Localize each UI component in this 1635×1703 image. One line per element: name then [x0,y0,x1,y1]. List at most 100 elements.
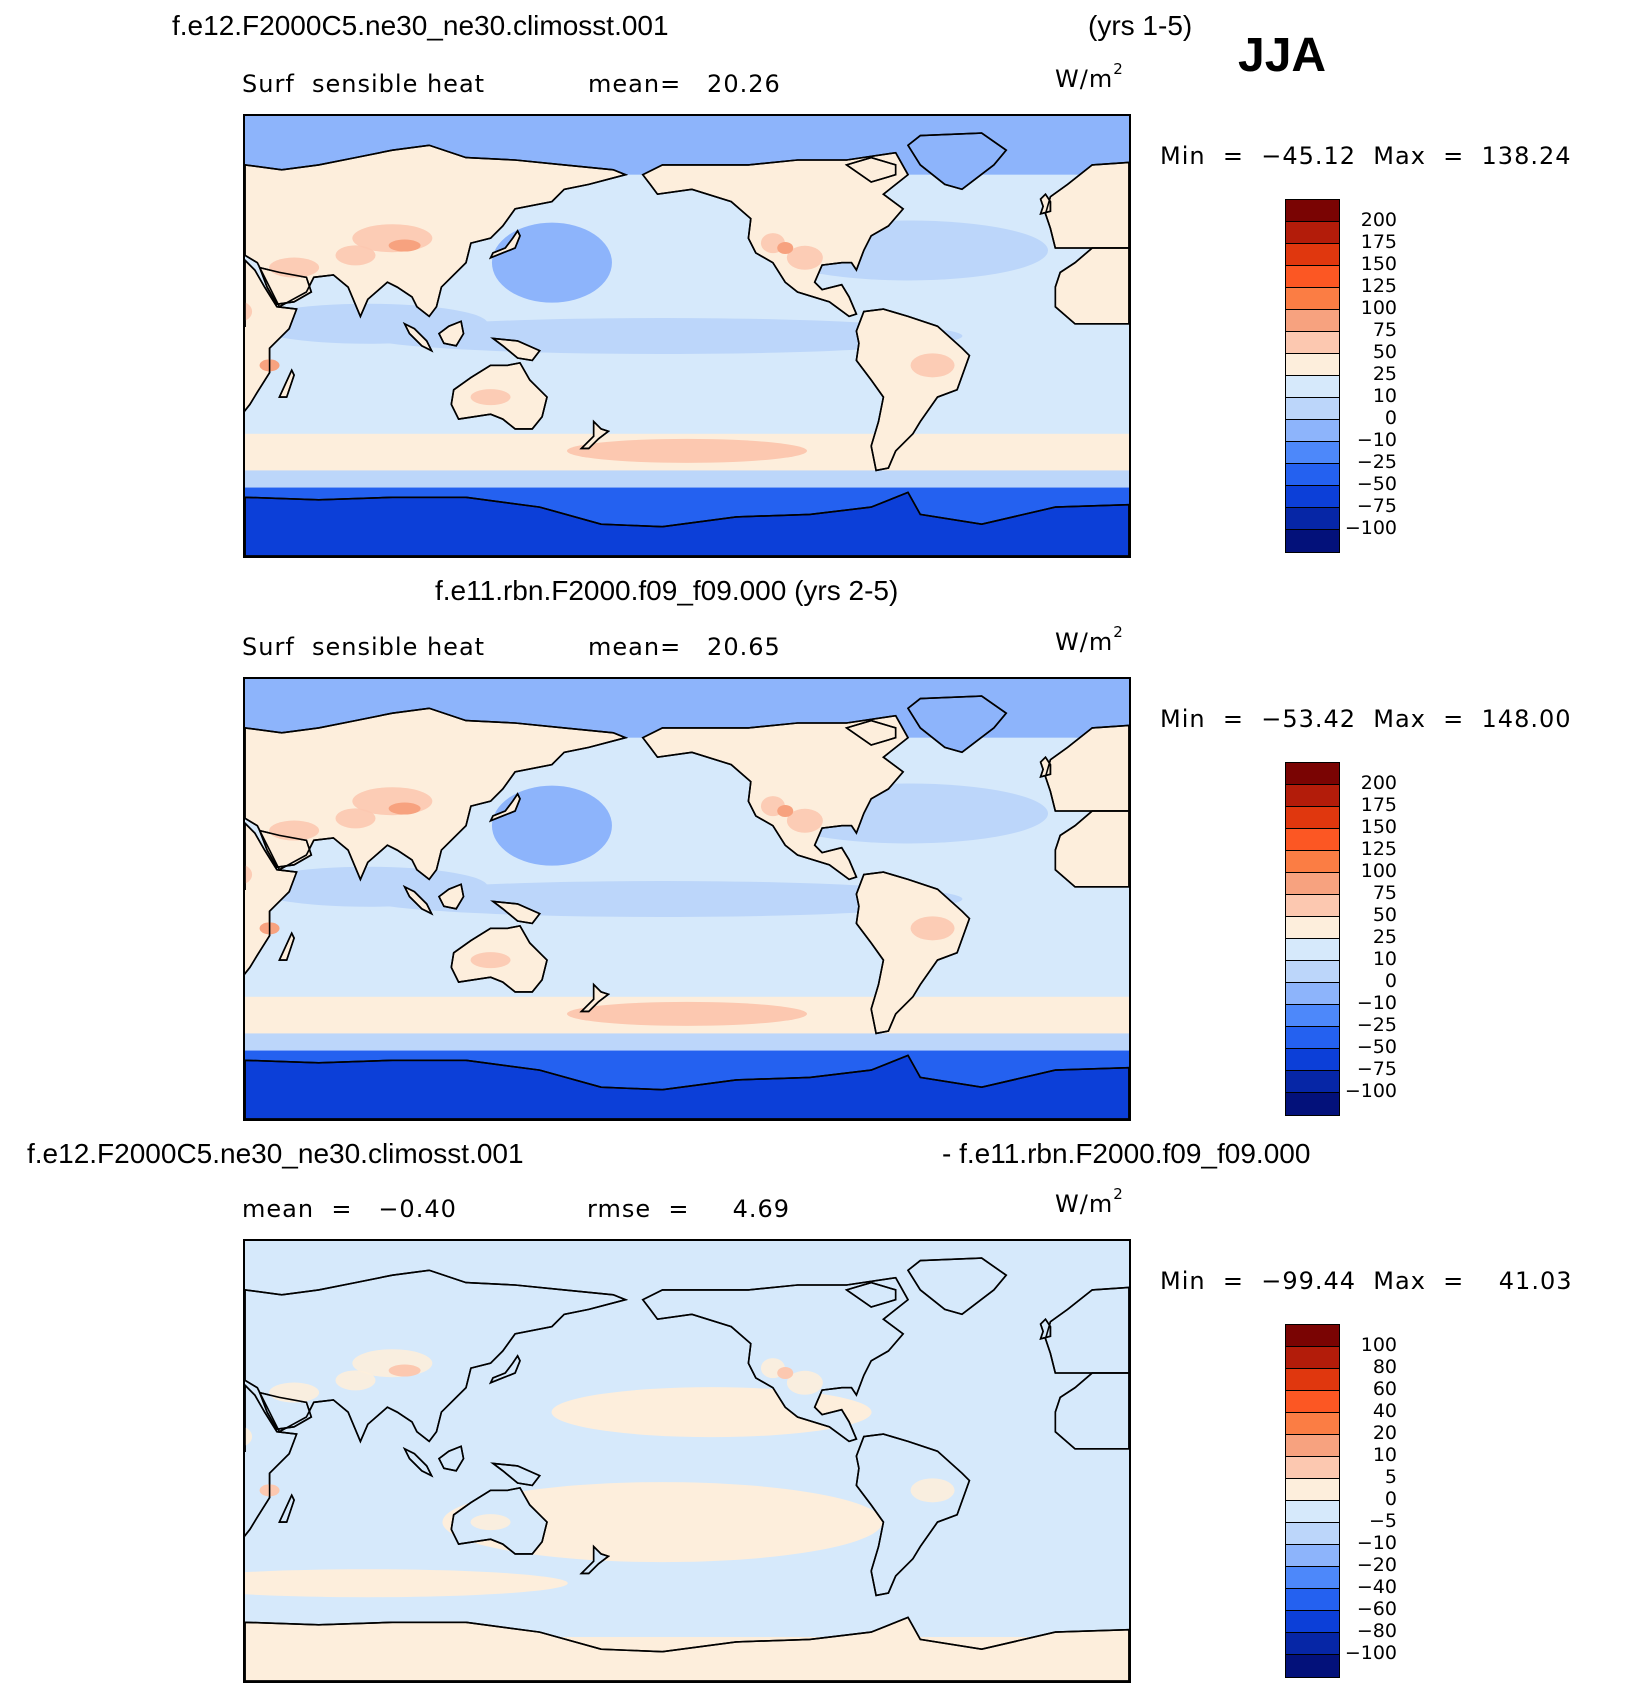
colorbar-level-label: −75 [1356,495,1397,517]
colorbar-swatch [1286,873,1339,895]
panel3-colorbar [1285,1324,1340,1678]
colorbar-swatch [1286,1589,1339,1611]
colorbar-swatch [1286,1325,1339,1347]
colorbar-swatch [1286,1479,1339,1501]
colorbar-level-label: 100 [1360,860,1397,882]
colorbar-level-label: 100 [1360,1334,1397,1356]
colorbar-swatch [1286,310,1339,332]
colorbar-level-label: −100 [1344,1080,1397,1102]
panel1-variable: Surf sensible heat [242,70,486,98]
colorbar-level-label: 25 [1372,363,1397,385]
panel3-rmse: rmse = 4.69 [587,1195,791,1223]
panel3-case-a: f.e12.F2000C5.ne30_ne30.climosst.001 [27,1138,524,1169]
panel2-case-name: f.e11.rbn.F2000.f09_f09.000 (yrs 2-5) [435,575,899,606]
panel3-mean: mean = −0.40 [242,1195,457,1223]
colorbar-level-label: 40 [1372,1400,1397,1422]
colorbar-level-label: 150 [1360,253,1397,275]
colorbar-swatch [1286,398,1339,420]
colorbar-level-label: 0 [1384,1488,1397,1510]
colorbar-swatch [1286,1027,1339,1049]
colorbar-level-label: −5 [1368,1510,1397,1532]
colorbar-swatch [1286,1633,1339,1655]
colorbar-level-label: 100 [1360,297,1397,319]
colorbar-swatch [1286,1071,1339,1093]
colorbar-swatch [1286,1391,1339,1413]
panel3-map [243,1239,1131,1683]
colorbar-level-label: −10 [1356,429,1397,451]
colorbar-level-label: 150 [1360,816,1397,838]
colorbar-swatch [1286,851,1339,873]
colorbar-level-label: −50 [1356,473,1397,495]
colorbar-swatch [1286,1457,1339,1479]
colorbar-swatch [1286,376,1339,398]
colorbar-swatch [1286,939,1339,961]
colorbar-level-label: −10 [1356,1532,1397,1554]
colorbar-level-label: −100 [1344,1642,1397,1664]
colorbar-swatch [1286,266,1339,288]
panel2-units: W/m2 [1055,623,1124,656]
colorbar-level-label: 0 [1384,970,1397,992]
colorbar-level-label: 20 [1372,1422,1397,1444]
colorbar-swatch [1286,807,1339,829]
colorbar-swatch [1286,1369,1339,1391]
colorbar-swatch [1286,420,1339,442]
colorbar-swatch [1286,983,1339,1005]
colorbar-level-label: 25 [1372,926,1397,948]
colorbar-swatch [1286,1611,1339,1633]
colorbar-swatch [1286,1523,1339,1545]
colorbar-level-label: 175 [1360,231,1397,253]
colorbar-swatch [1286,1413,1339,1435]
panel1-minmax: Min = −45.12 Max = 138.24 [1160,142,1572,170]
colorbar-level-label: 10 [1372,1444,1397,1466]
colorbar-swatch [1286,1567,1339,1589]
colorbar-level-label: 75 [1372,319,1397,341]
colorbar-swatch [1286,1093,1339,1115]
panel1-mean: mean= 20.26 [588,70,781,98]
colorbar-swatch [1286,785,1339,807]
panel3-case-b: - f.e11.rbn.F2000.f09_f09.000 [942,1138,1311,1169]
colorbar-swatch [1286,1655,1339,1677]
colorbar-level-label: −20 [1356,1554,1397,1576]
season-label: JJA [1238,29,1327,82]
colorbar-swatch [1286,222,1339,244]
panel2-colorbar [1285,762,1340,1116]
colorbar-level-label: −100 [1344,517,1397,539]
panel1-map [243,114,1131,558]
panel2-mean: mean= 20.65 [588,633,781,661]
colorbar-swatch [1286,1347,1339,1369]
colorbar-level-label: −10 [1356,992,1397,1014]
colorbar-swatch [1286,288,1339,310]
colorbar-level-label: −25 [1356,451,1397,473]
panel2-minmax: Min = −53.42 Max = 148.00 [1160,705,1572,733]
colorbar-level-label: −60 [1356,1598,1397,1620]
colorbar-level-label: −80 [1356,1620,1397,1642]
panel1-case-name: f.e12.F2000C5.ne30_ne30.climosst.001 [172,10,669,41]
colorbar-swatch [1286,244,1339,266]
colorbar-swatch [1286,1005,1339,1027]
colorbar-level-label: −75 [1356,1058,1397,1080]
colorbar-swatch [1286,486,1339,508]
colorbar-level-label: −25 [1356,1014,1397,1036]
colorbar-swatch [1286,508,1339,530]
colorbar-swatch [1286,1545,1339,1567]
colorbar-swatch [1286,464,1339,486]
colorbar-swatch [1286,530,1339,552]
panel1-colorbar [1285,199,1340,553]
colorbar-level-label: −40 [1356,1576,1397,1598]
colorbar-swatch [1286,1501,1339,1523]
colorbar-level-label: 80 [1372,1356,1397,1378]
colorbar-swatch [1286,895,1339,917]
colorbar-swatch [1286,354,1339,376]
colorbar-level-label: −50 [1356,1036,1397,1058]
panel2-variable: Surf sensible heat [242,633,486,661]
colorbar-level-label: 0 [1384,407,1397,429]
panel3-minmax: Min = −99.44 Max = 41.03 [1160,1267,1573,1295]
panel1-years: (yrs 1-5) [1088,10,1193,41]
colorbar-level-label: 175 [1360,794,1397,816]
panel1-units: W/m2 [1055,60,1124,93]
colorbar-swatch [1286,442,1339,464]
colorbar-level-label: 125 [1360,275,1397,297]
colorbar-level-label: 50 [1372,904,1397,926]
colorbar-swatch [1286,1435,1339,1457]
colorbar-level-label: 75 [1372,882,1397,904]
